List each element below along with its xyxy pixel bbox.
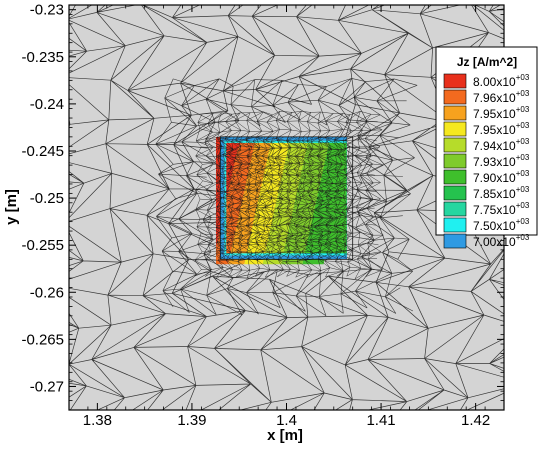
legend-mantissa: 7.94x10 — [473, 139, 516, 153]
x-tick-label: 1.39 — [177, 412, 206, 429]
legend-mantissa: 7.93x10 — [473, 155, 516, 169]
legend: Jz [A/m^2] 8.00x10+037.96x10+037.95x10+0… — [435, 46, 538, 249]
mesh-layer — [69, 5, 504, 410]
y-tick-label: -0.24 — [30, 96, 64, 113]
y-axis-label: y [m] — [3, 189, 20, 225]
x-axis-label: x [m] — [267, 427, 303, 444]
legend-exponent: +03 — [516, 185, 530, 194]
legend-label: 7.93x10+03 — [473, 153, 530, 169]
y-tick-label: -0.255 — [21, 237, 64, 254]
legend-mantissa: 8.00x10 — [473, 75, 516, 89]
legend-swatch — [443, 201, 467, 217]
y-tick-label: -0.25 — [30, 190, 64, 207]
legend-label: 7.50x10+03 — [473, 217, 530, 233]
legend-exponent: +03 — [516, 105, 530, 114]
legend-exponent: +03 — [516, 89, 530, 98]
y-tick-label: -0.245 — [21, 143, 64, 160]
skin-layer — [220, 255, 347, 260]
legend-label: 7.95x10+03 — [473, 105, 530, 121]
legend-label: 7.96x10+03 — [473, 89, 530, 105]
legend-title: Jz [A/m^2] — [457, 55, 517, 69]
y-tick-label: -0.26 — [30, 284, 64, 301]
legend-exponent: +03 — [516, 153, 530, 162]
legend-swatch — [443, 153, 467, 169]
legend-label: 7.94x10+03 — [473, 137, 530, 153]
legend-mantissa: 7.95x10 — [473, 107, 516, 121]
conductor-outline — [219, 136, 354, 260]
legend-exponent: +03 — [516, 169, 530, 178]
legend-mantissa: 7.96x10 — [473, 91, 516, 105]
legend-label: 7.75x10+03 — [473, 201, 530, 217]
axis-ticks: 1.38 1.39 1.4 1.41 1.42 -0.23 -0.235 -0.24 -0.24… — [21, 2, 505, 429]
legend-swatch — [443, 233, 467, 249]
legend-swatch — [443, 89, 467, 105]
field-band — [302, 137, 347, 265]
mesh-edges — [155, 78, 418, 317]
legend-exponent: +03 — [516, 217, 530, 226]
field-band — [262, 137, 310, 265]
x-tick-label: 1.4 — [276, 412, 297, 429]
skin-layer-inner — [346, 140, 347, 256]
legend-mantissa: 7.90x10 — [473, 171, 516, 185]
legend-label: 7.85x10+03 — [473, 185, 530, 201]
legend-exponent: +03 — [516, 121, 530, 130]
legend-mantissa: 7.75x10 — [473, 203, 516, 217]
legend-mantissa: 7.95x10 — [473, 123, 516, 137]
legend-label: 7.95x10+03 — [473, 121, 530, 137]
legend-items: 8.00x10+037.96x10+037.95x10+037.95x10+03… — [443, 73, 530, 249]
legend-swatch — [443, 105, 467, 121]
skin-layer — [220, 137, 347, 141]
legend-mantissa: 7.50x10 — [473, 219, 516, 233]
x-tick-label: 1.42 — [461, 412, 490, 429]
legend-exponent: +03 — [516, 233, 530, 242]
x-tick-label: 1.38 — [83, 412, 112, 429]
y-tick-label: -0.265 — [21, 331, 64, 348]
legend-label: 8.00x10+03 — [473, 73, 530, 89]
fine-mesh-layer — [194, 110, 384, 280]
legend-swatch — [443, 217, 467, 233]
legend-swatch — [443, 121, 467, 137]
x-tick-label: 1.41 — [366, 412, 395, 429]
legend-exponent: +03 — [516, 73, 530, 82]
legend-mantissa: 7.00x10 — [473, 235, 516, 249]
legend-mantissa: 7.85x10 — [473, 187, 516, 201]
legend-label: 7.00x10+03 — [473, 233, 530, 249]
legend-exponent: +03 — [516, 137, 530, 146]
legend-label: 7.90x10+03 — [473, 169, 530, 185]
mesh-edges — [194, 110, 384, 280]
y-tick-label: -0.27 — [30, 378, 64, 395]
conductor-region — [216, 137, 347, 265]
legend-swatch — [443, 185, 467, 201]
y-tick-label: -0.23 — [30, 2, 64, 19]
skin-layer-inner — [224, 140, 347, 143]
y-tick-label: -0.235 — [21, 49, 64, 66]
legend-swatch — [443, 169, 467, 185]
legend-exponent: +03 — [516, 201, 530, 210]
legend-swatch — [443, 137, 467, 153]
legend-swatch — [443, 73, 467, 89]
